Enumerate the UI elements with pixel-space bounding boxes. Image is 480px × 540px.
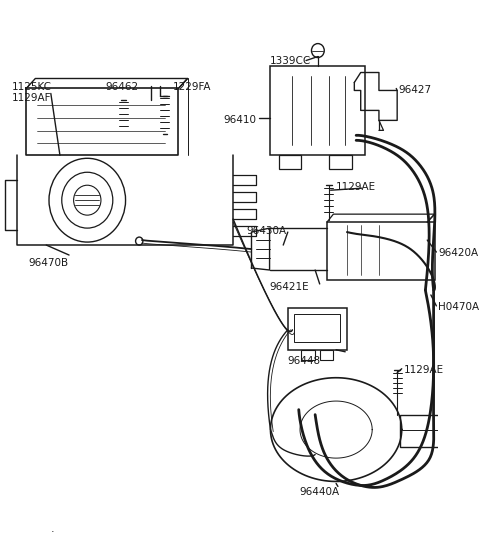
Text: 1129AE: 1129AE (336, 182, 376, 192)
Text: H0470A: H0470A (438, 302, 480, 312)
Text: .: . (51, 524, 54, 535)
Circle shape (312, 44, 324, 58)
Bar (320, 350, 334, 360)
Bar (450, 420, 461, 442)
Text: 1339CC: 1339CC (270, 56, 311, 65)
Text: 1125KC: 1125KC (12, 83, 52, 92)
Text: 1129AE: 1129AE (404, 364, 444, 375)
Text: 96410: 96410 (223, 116, 256, 125)
Circle shape (135, 237, 143, 245)
Bar (301, 350, 315, 360)
Bar (327, 222, 434, 280)
Circle shape (73, 185, 101, 215)
Text: 96448: 96448 (288, 356, 321, 366)
Text: 1229FA: 1229FA (173, 83, 211, 92)
Text: 1129AF: 1129AF (12, 93, 51, 104)
Bar (270, 65, 365, 156)
Bar (294, 314, 340, 342)
Bar (329, 156, 351, 169)
Text: 96427: 96427 (398, 85, 431, 96)
Circle shape (62, 172, 113, 228)
Bar (288, 308, 347, 350)
Bar (279, 156, 301, 169)
Text: 96421E: 96421E (270, 282, 309, 292)
Text: 96470B: 96470B (28, 258, 68, 268)
Bar (400, 415, 450, 447)
Text: 96430A: 96430A (247, 226, 287, 236)
Text: 96440A: 96440A (300, 488, 340, 497)
Text: 96420A: 96420A (438, 248, 478, 258)
Circle shape (49, 158, 126, 242)
Text: 96462: 96462 (105, 83, 138, 92)
